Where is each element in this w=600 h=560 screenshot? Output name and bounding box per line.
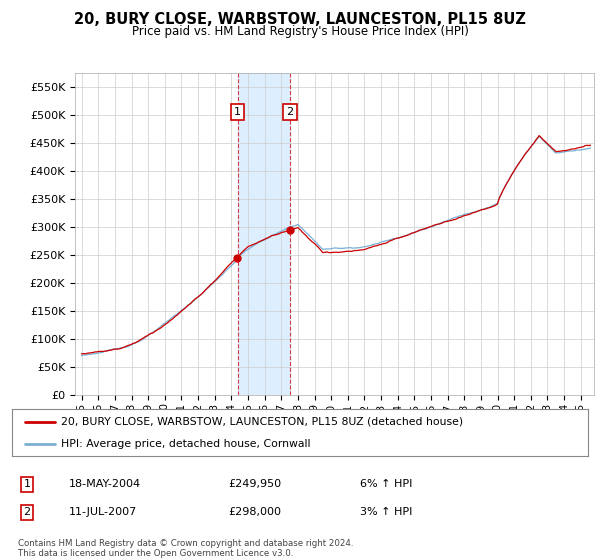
Text: Contains HM Land Registry data © Crown copyright and database right 2024.
This d: Contains HM Land Registry data © Crown c… [18,539,353,558]
Text: HPI: Average price, detached house, Cornwall: HPI: Average price, detached house, Corn… [61,438,310,449]
Text: 1: 1 [23,479,31,489]
Text: 20, BURY CLOSE, WARBSTOW, LAUNCESTON, PL15 8UZ: 20, BURY CLOSE, WARBSTOW, LAUNCESTON, PL… [74,12,526,27]
Text: 20, BURY CLOSE, WARBSTOW, LAUNCESTON, PL15 8UZ (detached house): 20, BURY CLOSE, WARBSTOW, LAUNCESTON, PL… [61,417,463,427]
Text: £298,000: £298,000 [228,507,281,517]
Text: 2: 2 [287,107,293,117]
Text: 1: 1 [234,107,241,117]
Bar [238,73,290,395]
Text: 6% ↑ HPI: 6% ↑ HPI [360,479,412,489]
Text: 11-JUL-2007: 11-JUL-2007 [69,507,137,517]
Text: £249,950: £249,950 [228,479,281,489]
Text: 2: 2 [23,507,31,517]
Text: 3% ↑ HPI: 3% ↑ HPI [360,507,412,517]
Text: 18-MAY-2004: 18-MAY-2004 [69,479,141,489]
Text: Price paid vs. HM Land Registry's House Price Index (HPI): Price paid vs. HM Land Registry's House … [131,25,469,38]
